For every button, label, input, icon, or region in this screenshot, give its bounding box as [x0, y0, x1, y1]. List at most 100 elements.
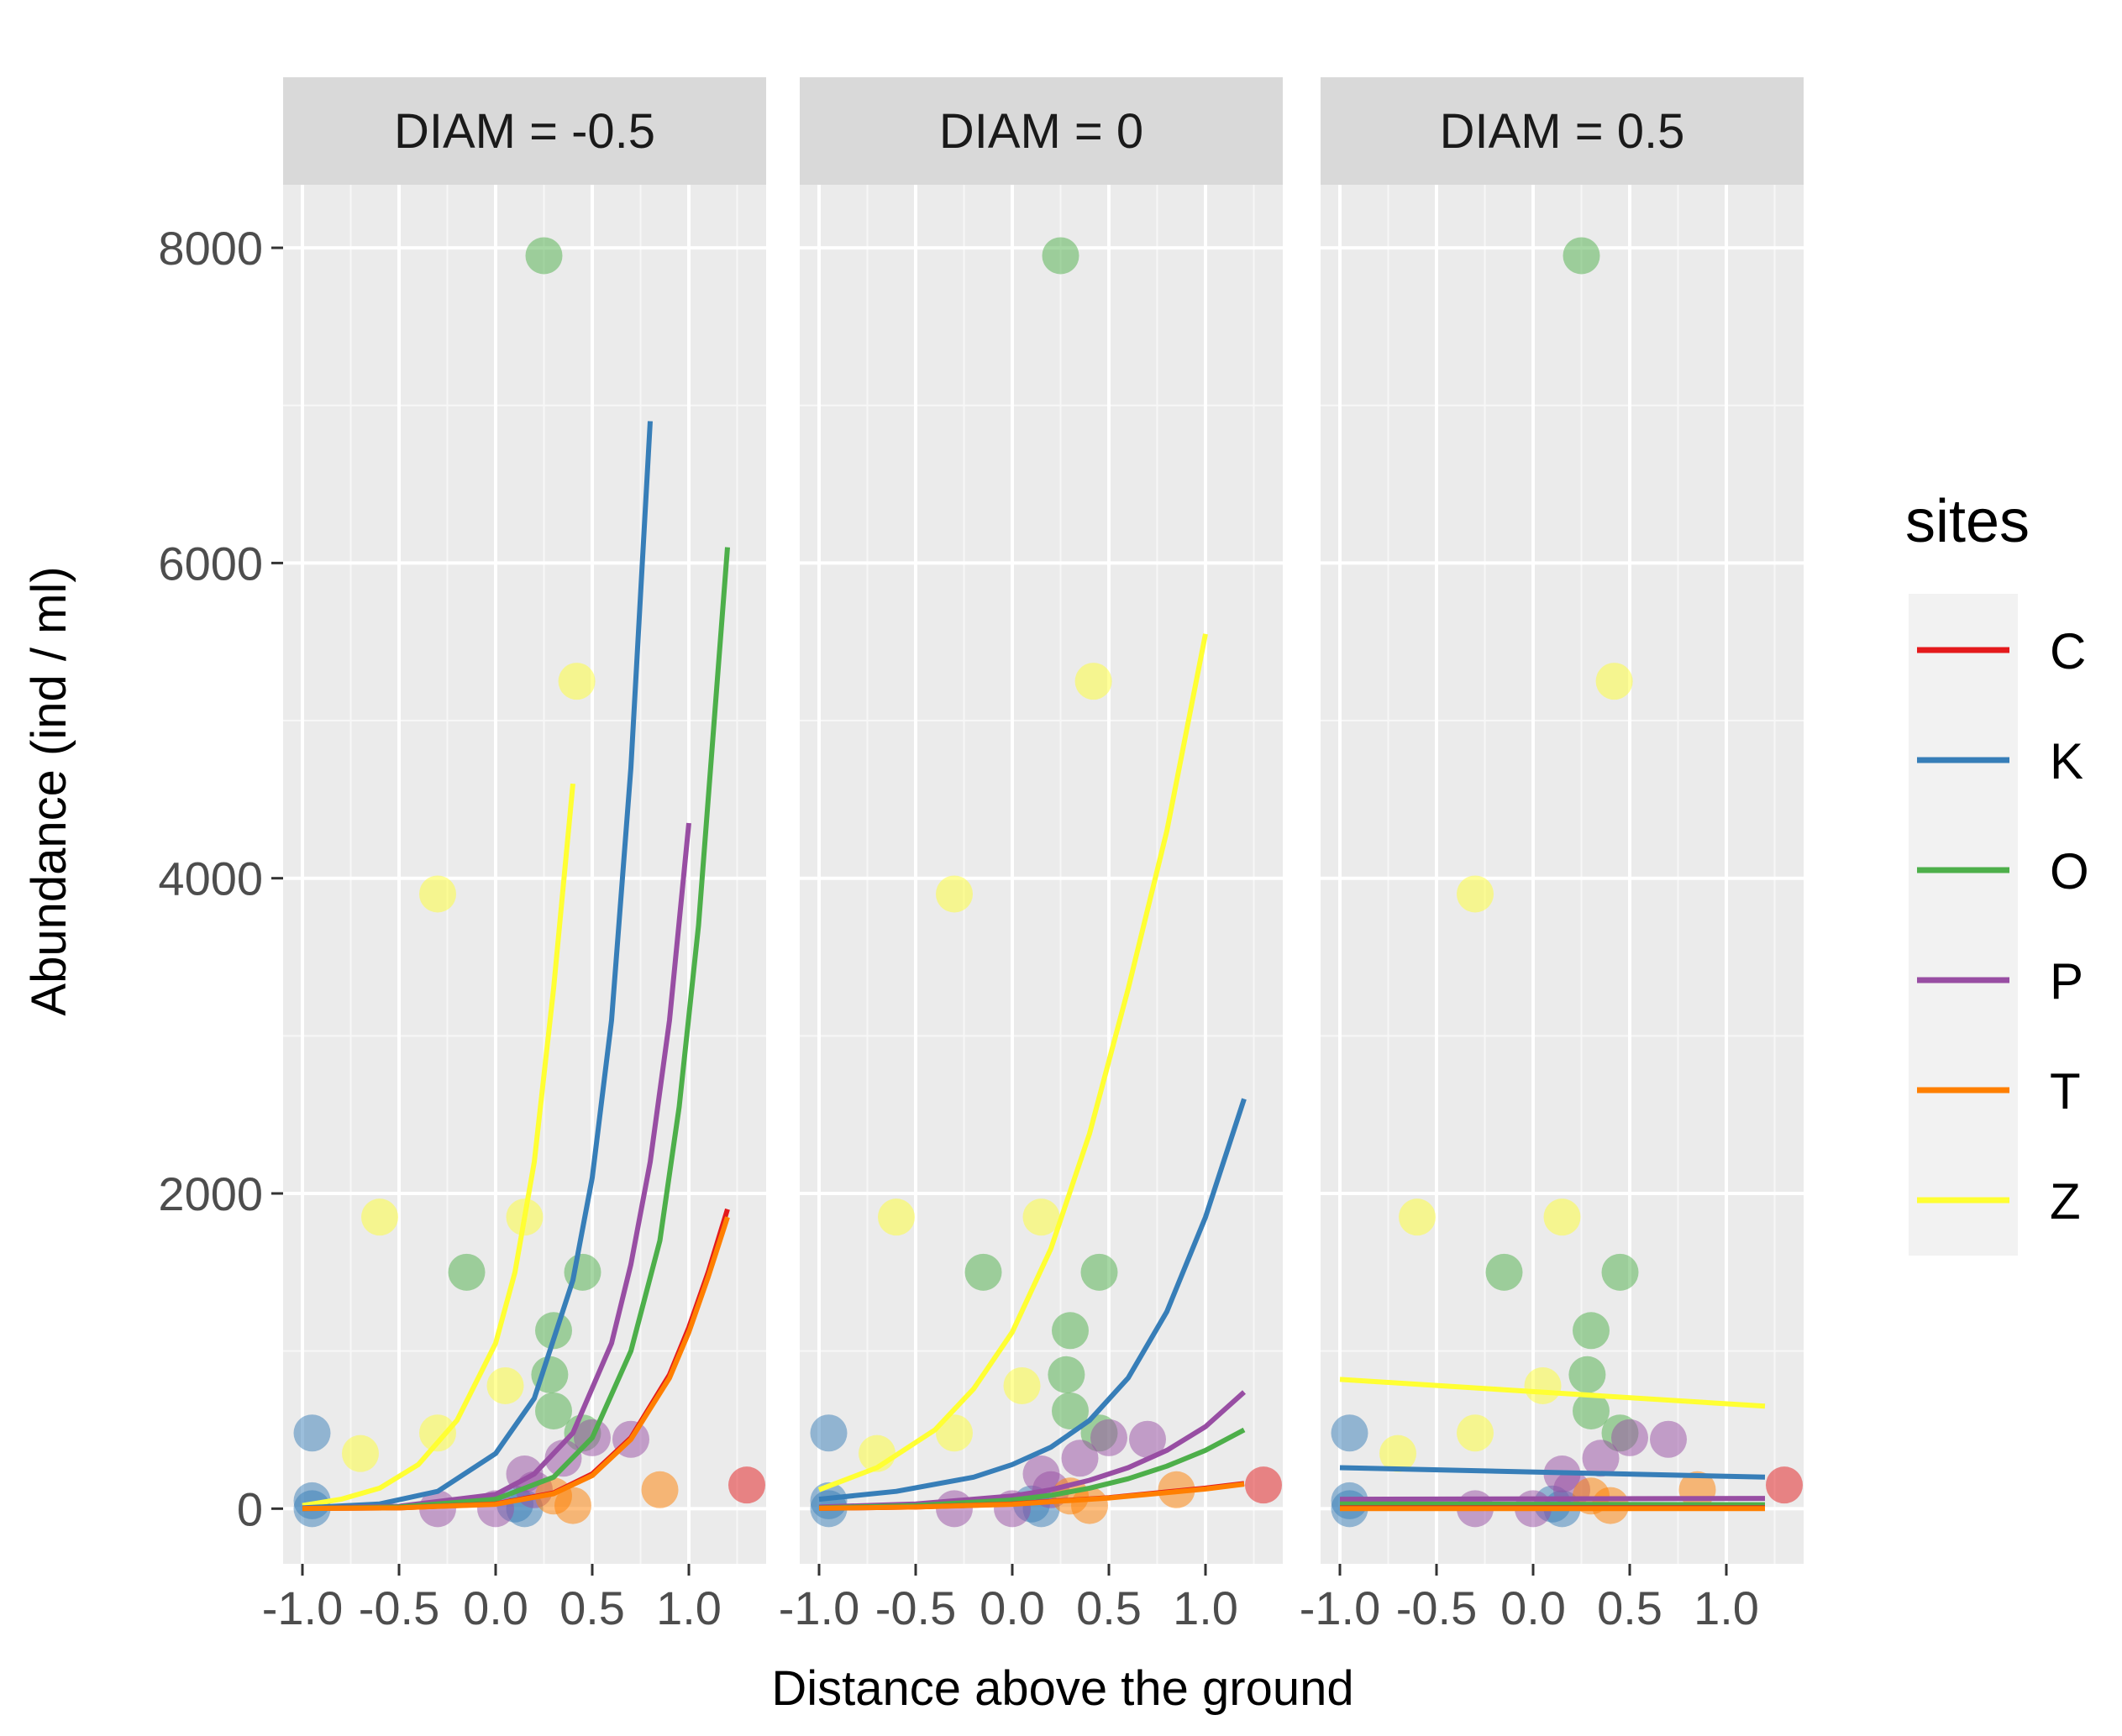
legend-label: Z — [2050, 1173, 2081, 1230]
legend-key-background — [1909, 594, 2018, 1256]
data-point — [810, 1414, 848, 1452]
x-tick-label: 0.5 — [1076, 1581, 1142, 1634]
data-point — [293, 1414, 331, 1452]
data-point — [1052, 1392, 1089, 1429]
series-line — [818, 1482, 1245, 1511]
data-point — [1573, 1312, 1610, 1350]
x-tick-label: -0.5 — [1396, 1581, 1478, 1634]
x-tick-label: 0.0 — [463, 1581, 528, 1634]
data-point — [419, 1414, 456, 1452]
data-point — [728, 1466, 765, 1504]
data-point — [1650, 1420, 1687, 1458]
y-tick-label: 0 — [237, 1482, 263, 1535]
series-line — [818, 1098, 1247, 1503]
series-line — [302, 783, 575, 1508]
data-point — [1090, 1419, 1127, 1456]
data-point — [1048, 1356, 1085, 1393]
facet-strip-label: DIAM = 0 — [939, 104, 1143, 159]
data-point — [1573, 1392, 1610, 1429]
facet-strip — [283, 77, 766, 185]
x-tick-label: 0.5 — [559, 1581, 625, 1634]
panel-background — [800, 185, 1283, 1564]
x-tick-label: -0.5 — [875, 1581, 957, 1634]
data-point — [1543, 1198, 1581, 1236]
panels-layer: DIAM = -0.5 -1.0 -0.5 0.0 0.5 1.0 DIAM = 0 -1.0… — [262, 77, 1804, 1634]
y-axis: 0 2000 4000 6000 8000 — [158, 222, 283, 1535]
data-point — [1399, 1198, 1436, 1236]
series-line — [1339, 1377, 1766, 1409]
data-point — [448, 1253, 486, 1291]
data-point — [361, 1198, 398, 1236]
data-point — [936, 1414, 973, 1452]
facet-strip — [800, 77, 1283, 185]
y-tick-label: 2000 — [158, 1167, 263, 1220]
facet-strip-label: DIAM = 0.5 — [1440, 104, 1685, 159]
data-point — [1601, 1253, 1639, 1291]
facet-panel: DIAM = 0.5 -1.0 -0.5 0.0 0.5 1.0 — [1300, 77, 1804, 1634]
data-point — [1568, 1356, 1606, 1393]
series-line — [1339, 1496, 1766, 1503]
data-point — [936, 875, 973, 913]
data-point — [1379, 1434, 1416, 1472]
y-tick-label: 6000 — [158, 537, 263, 590]
series-line — [302, 822, 691, 1511]
x-tick-label: -1.0 — [1300, 1581, 1381, 1634]
facet-panel: DIAM = -0.5 -1.0 -0.5 0.0 0.5 1.0 — [262, 77, 766, 1634]
legend-label: K — [2050, 733, 2083, 789]
data-point — [1061, 1440, 1099, 1477]
x-tick-label: 1.0 — [656, 1581, 722, 1634]
x-tick-label: 0.0 — [1500, 1581, 1566, 1634]
data-point — [1457, 1414, 1494, 1452]
panel-background — [1321, 185, 1804, 1564]
y-tick-label: 4000 — [158, 852, 263, 905]
legend-label: C — [2050, 623, 2086, 679]
x-tick-label: 0.5 — [1597, 1581, 1662, 1634]
facet-panel: DIAM = 0 -1.0 -0.5 0.0 0.5 1.0 — [779, 77, 1283, 1634]
x-tick-label: 1.0 — [1173, 1581, 1238, 1634]
data-point — [535, 1312, 572, 1350]
series-line — [302, 547, 730, 1512]
facet-strip-label: DIAM = -0.5 — [394, 104, 655, 159]
y-axis-title: Abundance (ind / ml) — [22, 566, 76, 1015]
data-point — [525, 237, 563, 275]
x-tick-label: -1.0 — [262, 1581, 344, 1634]
series-line — [1339, 1501, 1766, 1508]
data-point — [1766, 1466, 1803, 1504]
x-tick-label: -0.5 — [359, 1581, 440, 1634]
data-point — [1129, 1420, 1166, 1458]
data-point — [641, 1471, 679, 1508]
x-tick-label: 0.0 — [980, 1581, 1045, 1634]
legend-title: sites — [1905, 488, 2030, 555]
data-point — [1245, 1466, 1282, 1504]
legend-label: P — [2050, 953, 2083, 1010]
data-point — [964, 1253, 1002, 1291]
data-point — [1331, 1414, 1368, 1452]
data-point — [1611, 1419, 1648, 1456]
data-point — [1052, 1312, 1089, 1350]
panel-background — [283, 185, 766, 1564]
data-point — [878, 1198, 915, 1236]
x-tick-label: -1.0 — [779, 1581, 860, 1634]
series-line — [1339, 1465, 1766, 1480]
x-axis-title: Distance above the ground — [771, 1661, 1353, 1716]
y-tick-label: 8000 — [158, 222, 263, 275]
data-point — [558, 663, 596, 700]
data-point — [1582, 1440, 1620, 1477]
data-point — [1080, 1253, 1118, 1291]
data-point — [1022, 1198, 1060, 1236]
data-point — [1003, 1366, 1041, 1404]
data-point — [544, 1440, 582, 1477]
x-tick-label: 1.0 — [1694, 1581, 1759, 1634]
data-point — [535, 1392, 572, 1429]
data-point — [1524, 1366, 1562, 1404]
data-point — [1042, 237, 1079, 275]
data-point — [1457, 875, 1494, 913]
legend-label: O — [2050, 843, 2089, 899]
data-point — [486, 1366, 524, 1404]
data-point — [419, 875, 456, 913]
series-line — [817, 633, 1208, 1492]
data-point — [1485, 1253, 1523, 1291]
